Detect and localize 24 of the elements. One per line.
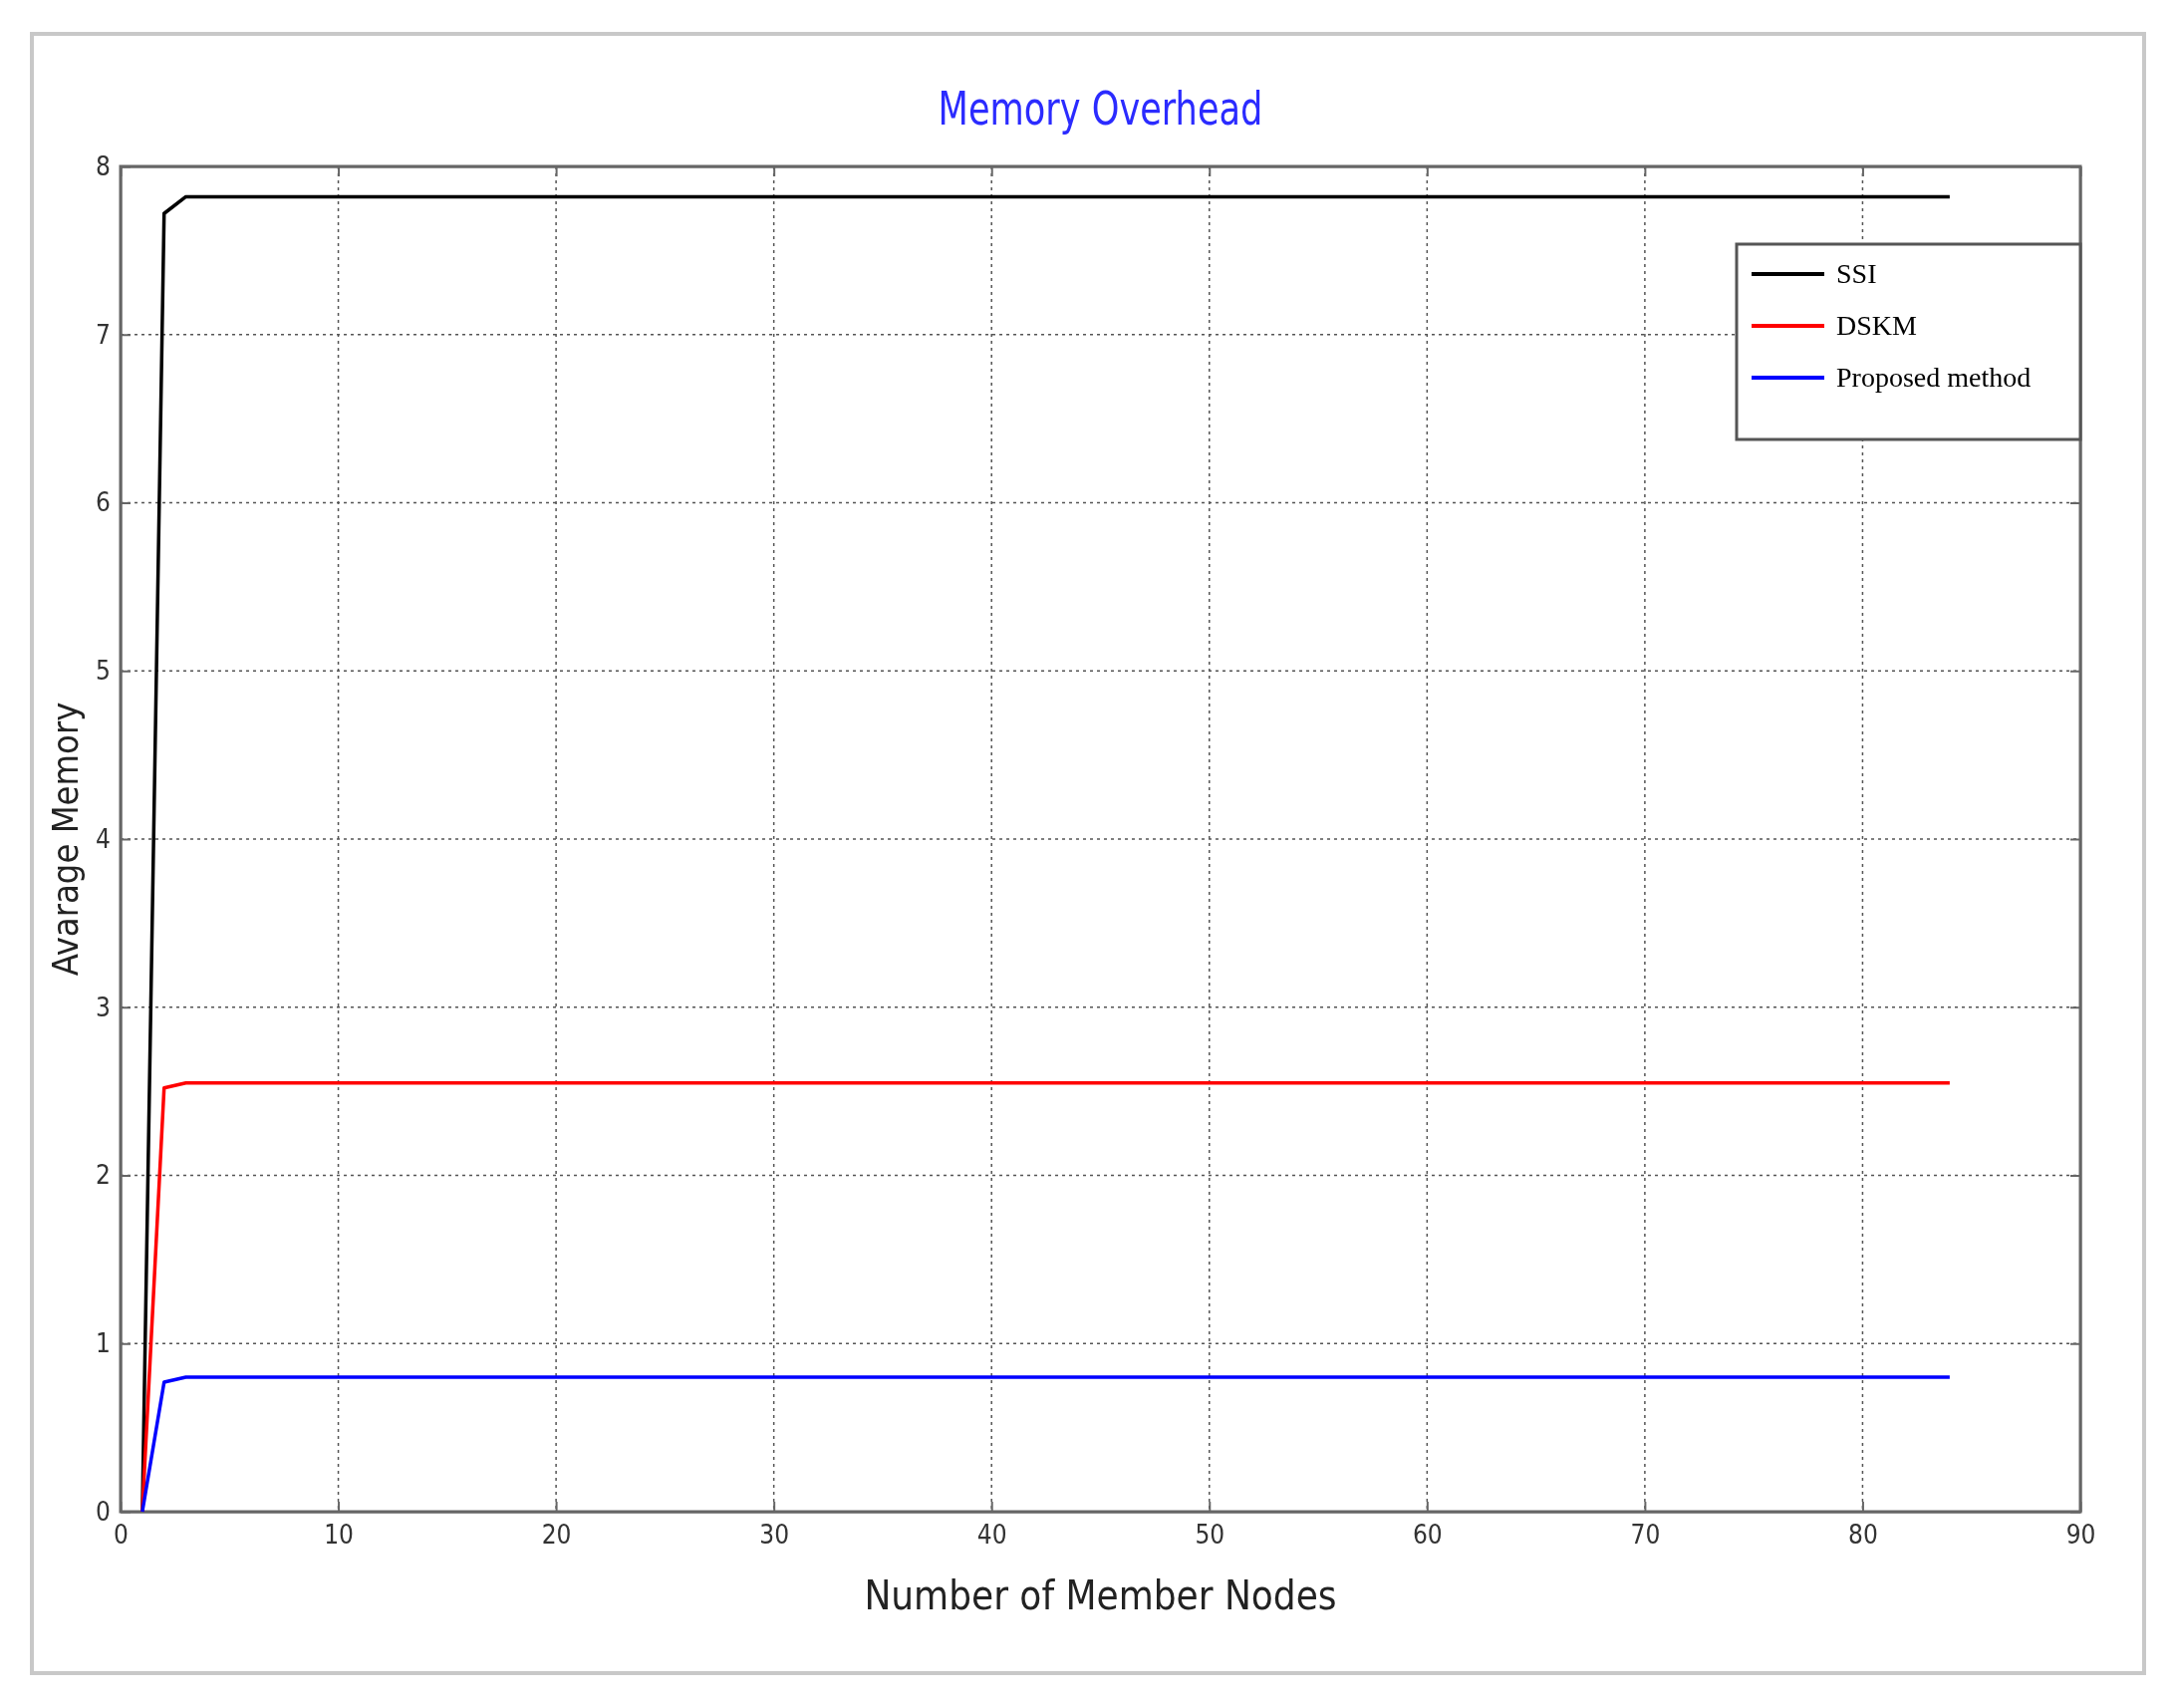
x-tick-label: 50 (1195, 1520, 1225, 1551)
x-tick-label: 60 (1412, 1520, 1443, 1551)
y-tick-label: 3 (96, 992, 111, 1022)
x-tick-label: 30 (759, 1520, 790, 1551)
x-tick-label: 40 (976, 1520, 1007, 1551)
chart-title: Memory Overhead (938, 81, 1263, 136)
y-tick-label: 6 (96, 487, 111, 518)
y-axis-title: Avarage Memory (45, 702, 86, 977)
y-tick-label: 8 (96, 150, 111, 181)
x-axis-title: Number of Member Nodes (864, 1572, 1337, 1618)
legend-label: SSI (1836, 258, 1877, 289)
y-tick-label: 1 (96, 1328, 111, 1359)
y-tick-label: 5 (96, 656, 111, 687)
x-tick-label: 90 (2065, 1520, 2096, 1551)
x-tick-label: 10 (324, 1520, 354, 1551)
x-tick-label: 80 (1848, 1520, 1878, 1551)
x-tick-label: 70 (1630, 1520, 1661, 1551)
legend-label: DSKM (1836, 310, 1918, 341)
x-tick-label: 20 (541, 1520, 572, 1551)
legend-label: Proposed method (1836, 362, 2032, 393)
y-tick-label: 4 (96, 823, 111, 854)
y-tick-label: 0 (96, 1496, 111, 1527)
y-tick-label: 2 (96, 1160, 111, 1191)
y-tick-label: 7 (96, 319, 111, 350)
